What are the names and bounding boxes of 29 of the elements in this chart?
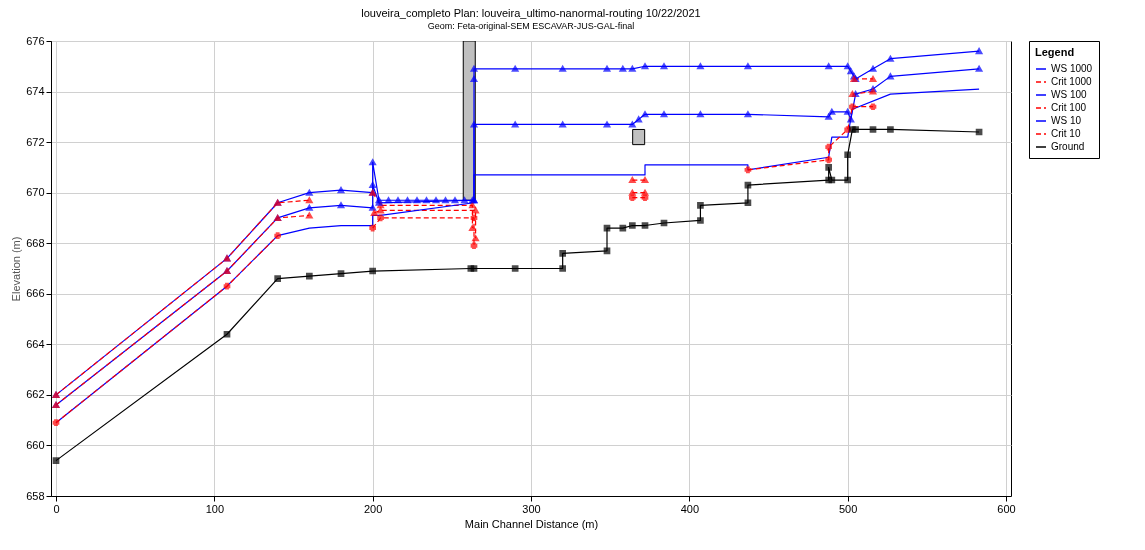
x-tick-label: 500 (838, 502, 858, 515)
x-tick-label: 200 (363, 502, 383, 515)
y-tick-label: 660 (26, 438, 45, 451)
legend-label: Crit 10 (1051, 128, 1081, 139)
y-tick-label: 664 (26, 337, 45, 350)
chart-subtitle: Geom: Feta-original-SEM ESCAVAR-JUS-GAL-final (427, 21, 635, 31)
y-tick-label: 670 (26, 186, 45, 199)
y-tick-label: 666 (26, 287, 45, 300)
legend-label: WS 1000 (1051, 63, 1093, 74)
chart-title: louveira_completo Plan: louveira_ultimo-nanormal-routing 10/22/2021 (361, 7, 701, 19)
legend-label: WS 100 (1051, 89, 1088, 100)
y-tick-label: 658 (26, 489, 45, 502)
x-tick-label: 400 (680, 502, 700, 515)
y-axis-title: Elevation (m) (10, 236, 23, 302)
x-tick-label: 600 (997, 502, 1016, 515)
y-tick-label: 662 (26, 388, 45, 401)
y-tick-label: 668 (26, 236, 45, 249)
y-tick-label: 672 (26, 135, 45, 148)
legend-label: Ground (1051, 141, 1085, 152)
x-axis-title: Main Channel Distance (m) (464, 517, 599, 530)
x-tick-label: 300 (522, 502, 541, 515)
y-tick-label: 676 (26, 34, 45, 47)
x-tick-label: 100 (205, 502, 225, 515)
y-tick-label: 674 (26, 85, 45, 98)
legend-label: WS 10 (1051, 115, 1082, 126)
legend-label: Crit 1000 (1051, 76, 1093, 87)
legend-title: Legend (1035, 46, 1075, 58)
legend-label: Crit 100 (1051, 102, 1087, 113)
x-tick-label: 0 (53, 502, 60, 515)
